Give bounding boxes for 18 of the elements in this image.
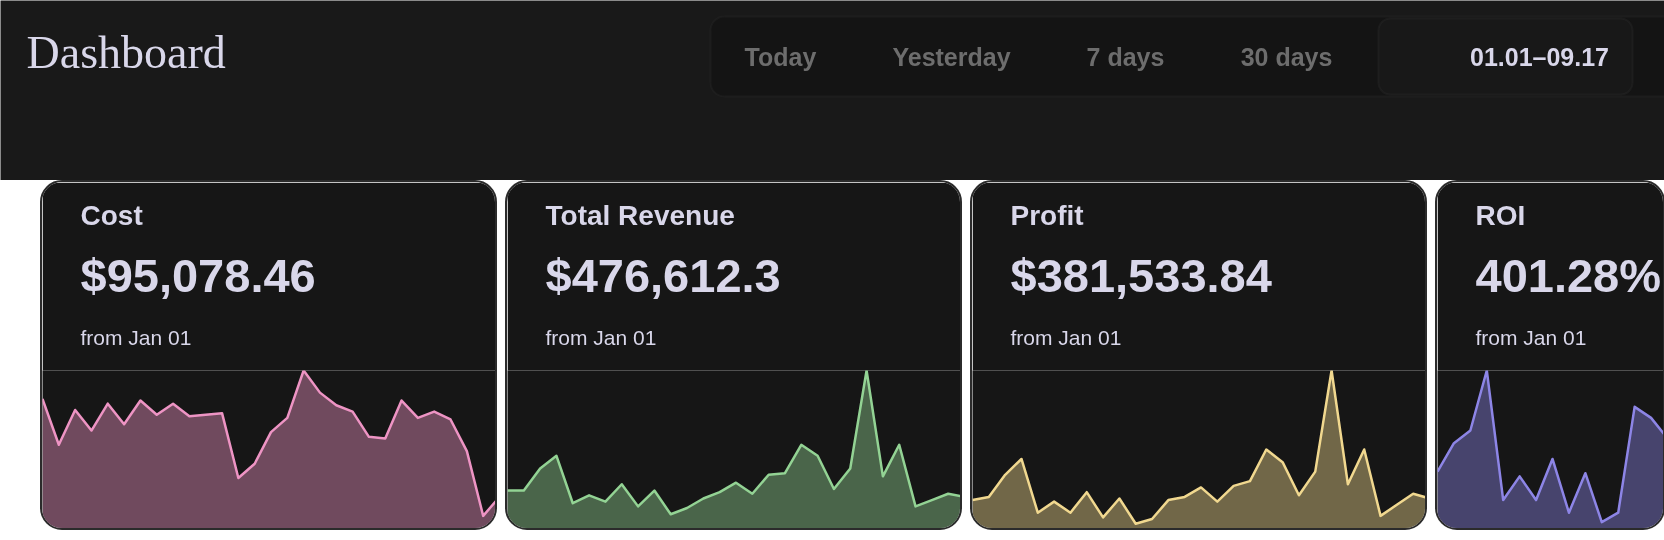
text: from Jan 01	[545, 325, 657, 349]
text: 7 days	[1086, 42, 1165, 71]
chart-subtitle: $476,612.3	[545, 248, 781, 302]
text: from Jan 01	[1475, 325, 1587, 349]
chart-title: Cost	[80, 200, 143, 231]
text: 01.01–09.17	[1469, 42, 1610, 71]
chart-title: Total Revenue	[545, 200, 735, 231]
text: Yesterday	[892, 42, 1011, 71]
text: from Jan 01	[80, 325, 192, 349]
text: Dashboard	[26, 27, 226, 78]
chart-title: Profit	[1010, 200, 1084, 231]
chart-subtitle: $381,533.84	[1010, 248, 1272, 302]
text: 30 days	[1240, 42, 1333, 71]
chart-title: ROI	[1475, 200, 1526, 231]
chart-subtitle: 401.28%	[1475, 248, 1662, 302]
chart-subtitle: $95,078.46	[80, 248, 316, 302]
text: from Jan 01	[1010, 325, 1122, 349]
text: Today	[744, 42, 817, 71]
